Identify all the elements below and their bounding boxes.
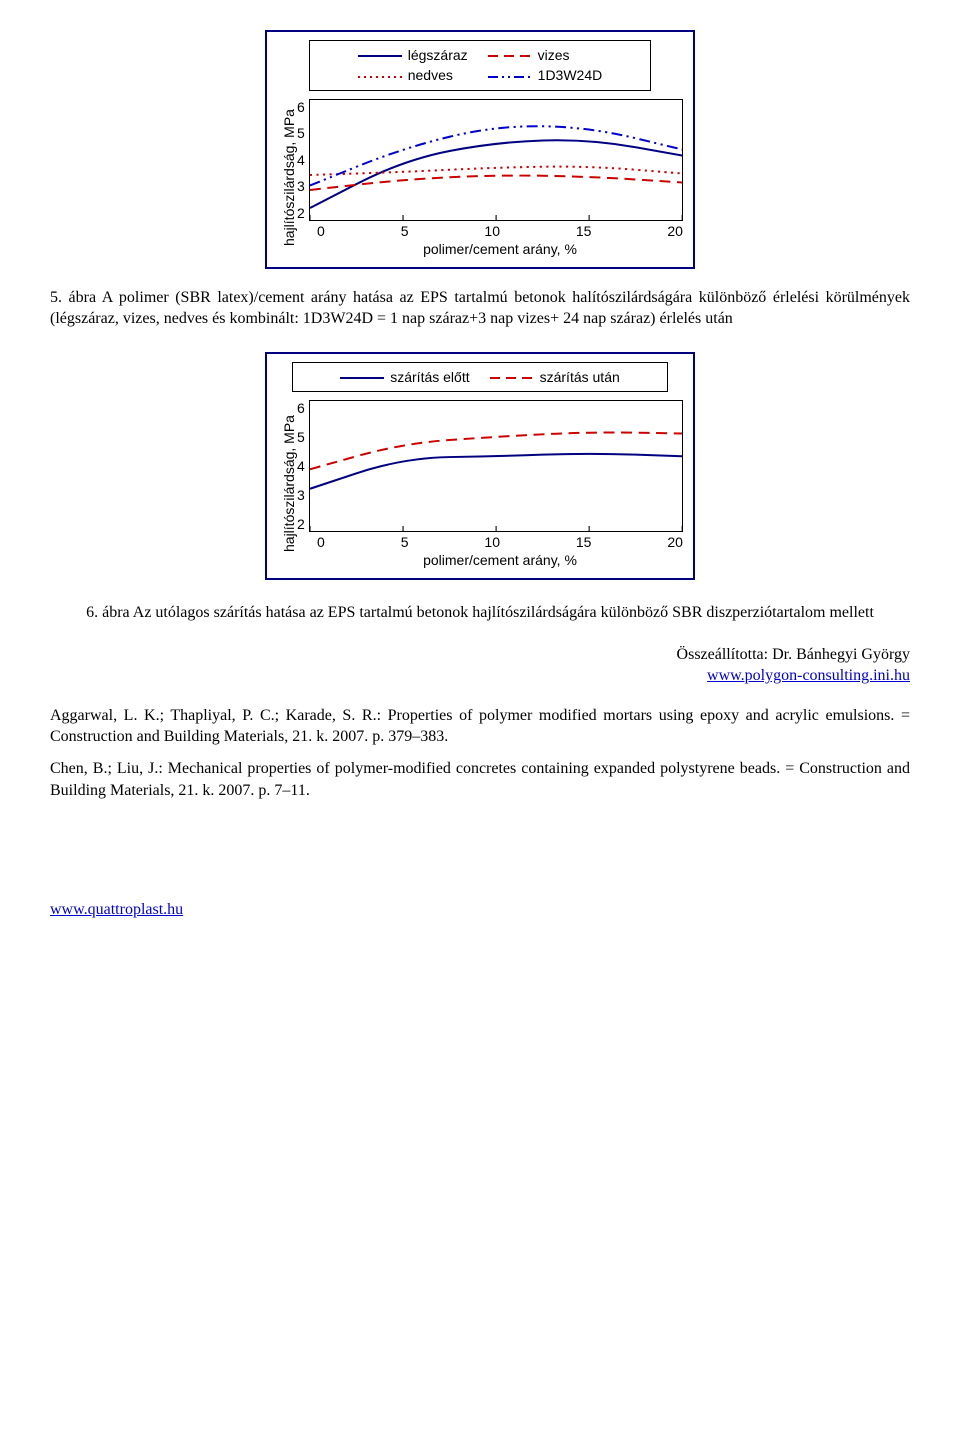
tick-label: 5 — [401, 223, 409, 239]
chart-2-xticks: 0 5 10 15 20 — [317, 534, 683, 550]
tick-label: 2 — [297, 516, 305, 532]
compiled-by-name: Dr. Bánhegyi György — [772, 646, 910, 663]
legend-swatch-icon — [488, 70, 532, 84]
tick-label: 10 — [484, 534, 500, 550]
chart-1-plot — [309, 99, 683, 221]
tick-label: 4 — [297, 152, 305, 168]
chart-2-yticks: 6 5 4 3 2 — [297, 400, 309, 532]
chart-2-frame: szárítás előtt szárítás után hajlítószilá… — [265, 352, 695, 580]
legend-item: szárítás előtt — [330, 367, 479, 387]
chart-1-xticks: 0 5 10 15 20 — [317, 223, 683, 239]
caption-2: 6. ábra Az utólagos szárítás hatása az E… — [50, 602, 910, 624]
legend-label: vizes — [538, 47, 570, 63]
legend-item: 1D3W24D — [478, 65, 613, 85]
legend-label: szárítás előtt — [390, 369, 469, 385]
polygon-link[interactable]: www.polygon-consulting.ini.hu — [707, 667, 910, 684]
chart-1-legend: légszáraz vizes nedves 1D3W24D — [309, 40, 652, 91]
tick-label: 5 — [297, 429, 305, 445]
caption-1: 5. ábra A polimer (SBR latex)/cement ará… — [50, 287, 910, 330]
tick-label: 15 — [576, 223, 592, 239]
chart-2-ylabel: hajlítószilárdság, MPa — [277, 400, 297, 568]
tick-label: 0 — [317, 534, 325, 550]
legend-label: 1D3W24D — [538, 67, 603, 83]
legend-item: szárítás után — [480, 367, 630, 387]
chart-2-xlabel: polimer/cement arány, % — [317, 552, 683, 568]
reference-1: Aggarwal, L. K.; Thapliyal, P. C.; Karad… — [50, 705, 910, 748]
tick-label: 6 — [297, 99, 305, 115]
legend-item: vizes — [478, 45, 613, 65]
chart-2-plot — [309, 400, 683, 532]
tick-label: 0 — [317, 223, 325, 239]
tick-label: 3 — [297, 487, 305, 503]
tick-label: 2 — [297, 205, 305, 221]
legend-label: szárítás után — [540, 369, 620, 385]
legend-swatch-icon — [358, 70, 402, 84]
chart-1-xlabel: polimer/cement arány, % — [317, 241, 683, 257]
legend-item: nedves — [348, 65, 478, 85]
tick-label: 3 — [297, 178, 305, 194]
chart-1-frame: légszáraz vizes nedves 1D3W24D hajlítószilá… — [265, 30, 695, 269]
compiled-by-prefix: Összeállította: — [677, 646, 773, 663]
chart-1-yticks: 6 5 4 3 2 — [297, 99, 309, 221]
legend-swatch-icon — [488, 49, 532, 63]
tick-label: 5 — [401, 534, 409, 550]
footer-link[interactable]: www.quattroplast.hu — [50, 901, 183, 918]
legend-swatch-icon — [358, 49, 402, 63]
legend-label: nedves — [408, 67, 453, 83]
tick-label: 15 — [576, 534, 592, 550]
compiled-by-block: Összeállította: Dr. Bánhegyi György www.… — [50, 644, 910, 687]
tick-label: 20 — [667, 223, 683, 239]
legend-item: légszáraz — [348, 45, 478, 65]
tick-label: 6 — [297, 400, 305, 416]
tick-label: 20 — [667, 534, 683, 550]
chart-1-ylabel: hajlítószilárdság, MPa — [277, 99, 297, 257]
reference-2: Chen, B.; Liu, J.: Mechanical properties… — [50, 758, 910, 801]
tick-label: 10 — [484, 223, 500, 239]
tick-label: 4 — [297, 458, 305, 474]
chart-2-legend: szárítás előtt szárítás után — [292, 362, 667, 392]
legend-swatch-icon — [490, 371, 534, 385]
legend-label: légszáraz — [408, 47, 468, 63]
tick-label: 5 — [297, 125, 305, 141]
legend-swatch-icon — [340, 371, 384, 385]
